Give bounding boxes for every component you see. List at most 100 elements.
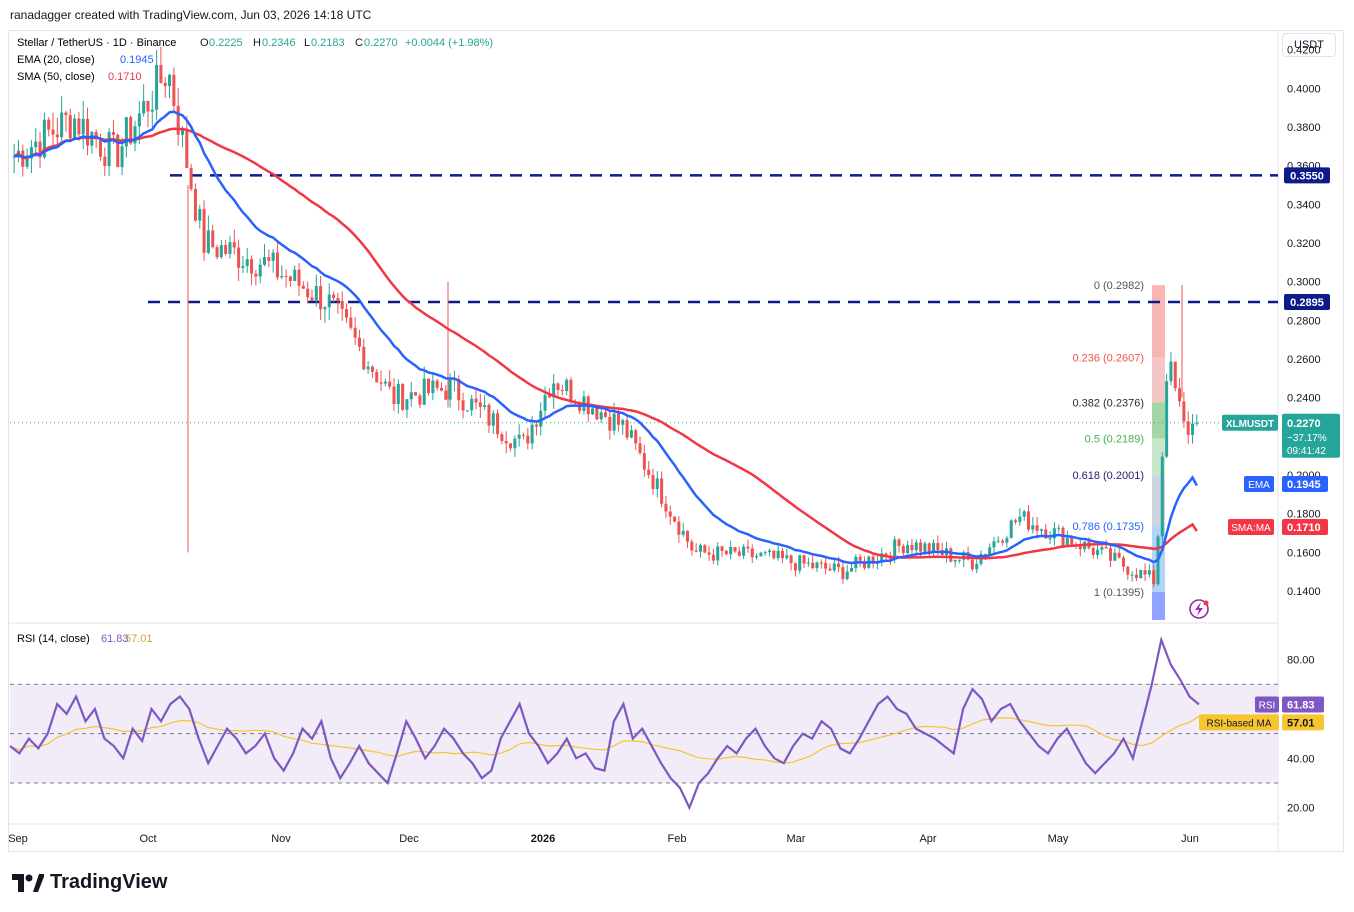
candle-body	[1104, 547, 1108, 549]
candle-body	[543, 395, 547, 411]
rsi-tick-label: 40.00	[1287, 753, 1315, 765]
ma-label-tag	[1244, 476, 1274, 492]
candle-body	[375, 371, 379, 383]
horizontal-level-label: 0.2895	[1290, 297, 1324, 309]
candle-body	[396, 384, 400, 404]
candle-body	[107, 132, 111, 167]
candle-body	[439, 387, 443, 391]
candle-body	[94, 132, 98, 140]
ma-value-text: 0.1945	[1287, 479, 1321, 491]
candle-body	[608, 416, 612, 431]
rsi-ma-value-tag	[1282, 714, 1324, 731]
fib-level-label: 0.5 (0.2189)	[1085, 433, 1144, 445]
candle-body	[698, 545, 702, 552]
currency-button[interactable]: USDT	[1282, 33, 1336, 57]
rsi-ma-legend-value: 57.01	[125, 633, 153, 645]
ma-label-text: EMA	[1248, 480, 1270, 491]
candle-body	[539, 410, 543, 427]
candle-body	[418, 395, 422, 405]
symbol-tag	[1222, 414, 1278, 431]
candle-body	[293, 269, 297, 282]
price-tick-label: 0.3000	[1287, 277, 1321, 289]
c-label: C	[355, 37, 363, 49]
candle-body	[86, 119, 90, 146]
candle-body	[910, 544, 914, 551]
ma-value-tag	[1282, 476, 1328, 492]
candle-body	[1113, 552, 1117, 561]
candle-body	[1169, 361, 1173, 382]
ma-label-text: SMA:MA	[1231, 523, 1271, 534]
candle-body	[228, 242, 232, 254]
candle-body	[1100, 547, 1104, 550]
candle-body	[509, 443, 513, 449]
candle-body	[34, 141, 38, 148]
rsi-pane: 80.00 40.00 20.00 RSI 61.83 RSI-based MA 57.01	[9, 636, 1324, 815]
candle-body	[163, 82, 167, 87]
time-tick-label: Mar	[787, 833, 806, 845]
horizontal-levels: 0.3550 0.2895	[10, 167, 1330, 424]
candle-body	[60, 112, 64, 138]
candle-body	[914, 542, 918, 551]
candle-body	[655, 478, 659, 490]
time-tick-label: Oct	[139, 833, 156, 845]
rsi-legend: RSI (14, close) 61.83 57.01	[17, 633, 153, 645]
candle-body	[966, 552, 970, 560]
candle-body	[815, 562, 819, 569]
candle-body	[362, 346, 366, 370]
candle-body	[936, 542, 940, 550]
sma-legend-value: 0.1710	[108, 71, 142, 83]
candle-body	[319, 286, 323, 310]
candle-body	[306, 288, 310, 298]
h-label: H	[253, 37, 261, 49]
candle-body	[668, 511, 672, 517]
candle-body	[552, 383, 556, 398]
candle-body	[647, 469, 651, 475]
candle-body	[288, 276, 292, 282]
time-tick-label: Nov	[271, 833, 291, 845]
fib-level-label: 1 (0.1395)	[1094, 587, 1144, 599]
candle-body	[478, 402, 482, 408]
candle-body	[789, 555, 793, 564]
candle-body	[517, 434, 521, 439]
candle-body	[103, 156, 107, 167]
candle-body	[763, 552, 767, 554]
candle-body	[1018, 516, 1022, 523]
candle-body	[189, 167, 193, 189]
candle-body	[1091, 547, 1095, 555]
candle-body	[224, 245, 228, 254]
candle-body	[1121, 557, 1125, 567]
candle-body	[513, 438, 517, 449]
candle-body	[988, 547, 992, 555]
candle-body	[146, 100, 150, 112]
candle-body	[1134, 574, 1138, 579]
candle-body	[893, 539, 897, 560]
bolt-icon[interactable]	[1189, 599, 1209, 619]
candle-body	[215, 247, 219, 258]
price-tick-label: 0.2800	[1287, 315, 1321, 327]
change-value: +0.0044 (+1.98%)	[405, 37, 493, 49]
candle-body	[686, 530, 690, 542]
candle-body	[383, 381, 387, 384]
candle-body	[785, 555, 789, 559]
candle-body	[12, 156, 16, 158]
candle-body	[755, 556, 759, 558]
candle-body	[603, 412, 608, 417]
candle-body	[595, 408, 599, 420]
candle-body	[1009, 520, 1013, 539]
fib-level-label: 0.382 (0.2376)	[1072, 397, 1144, 409]
candle-body	[284, 275, 288, 277]
candle-body	[25, 158, 29, 167]
candle-body	[159, 64, 163, 83]
candle-body	[73, 118, 77, 139]
candle-body	[1001, 540, 1005, 543]
candle-body	[1139, 570, 1143, 579]
candle-body	[133, 126, 137, 144]
candle-body	[832, 563, 836, 571]
candle-body	[465, 410, 469, 412]
candle-body	[297, 269, 301, 286]
candle-body	[1026, 511, 1031, 530]
ema-legend-label: EMA (20, close)	[17, 54, 95, 66]
candle-body	[858, 556, 862, 561]
rsi-tick-label: 20.00	[1287, 803, 1315, 815]
